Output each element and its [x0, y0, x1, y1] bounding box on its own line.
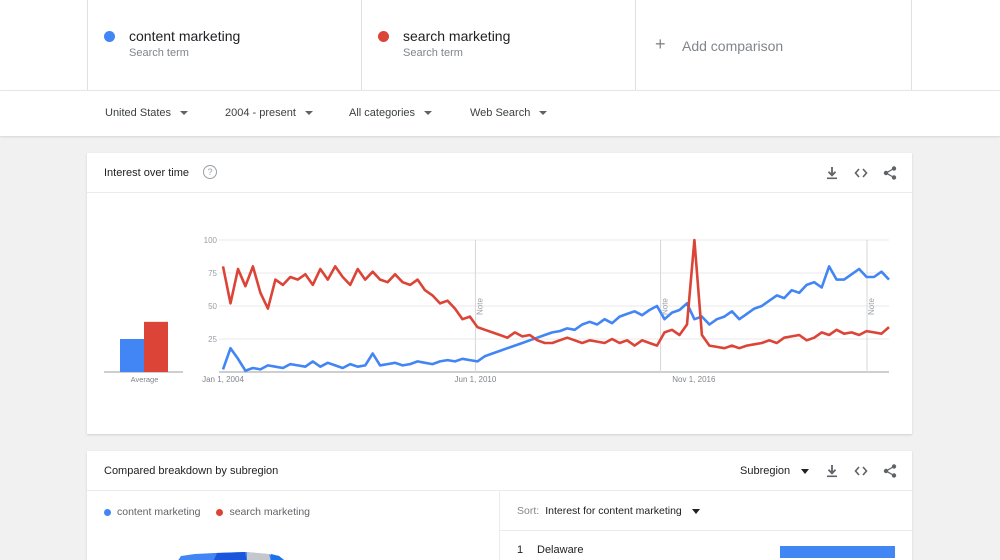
- download-icon[interactable]: [824, 463, 840, 479]
- note-label: Note: [661, 298, 670, 315]
- interest-bar: [780, 546, 895, 558]
- add-comparison-button[interactable]: + Add comparison: [635, 0, 912, 90]
- legend-label: content marketing: [117, 506, 201, 518]
- interest-over-time-card: Interest over time ? Average 100 75 50 25 No…: [87, 153, 912, 434]
- chevron-down-icon: [180, 111, 189, 115]
- plus-icon: +: [655, 34, 666, 54]
- term-name[interactable]: content marketing: [129, 28, 241, 44]
- filter-label: Web Search: [470, 107, 531, 119]
- x-tick-label: Jun 1, 2010: [455, 375, 497, 384]
- average-label: Average: [131, 375, 159, 384]
- note-label: Note: [475, 298, 484, 315]
- y-tick-label: 25: [208, 335, 217, 344]
- embed-icon[interactable]: [853, 463, 869, 479]
- row-divider: [499, 530, 912, 531]
- search-term-1[interactable]: content marketing Search term: [87, 0, 362, 90]
- legend-dot: [104, 508, 111, 516]
- y-tick-label: 100: [204, 236, 218, 245]
- chevron-down-icon: [691, 508, 700, 514]
- table-row[interactable]: 1 Delaware: [517, 544, 583, 556]
- series-line-2: [221, 238, 890, 350]
- breakdown-legend: content marketing search marketing: [104, 506, 326, 518]
- card-header: Compared breakdown by subregion Subregio…: [87, 451, 912, 491]
- note-label: Note: [867, 298, 876, 315]
- legend-item: search marketing: [216, 506, 310, 518]
- sort-control[interactable]: Sort: Interest for content marketing: [517, 505, 700, 517]
- x-tick-label: Jan 1, 2004: [202, 375, 244, 384]
- subregion-select[interactable]: Subregion: [740, 465, 810, 477]
- help-icon[interactable]: ?: [203, 165, 217, 179]
- y-tick-label: 50: [208, 302, 217, 311]
- sort-value: Interest for content marketing: [545, 505, 682, 517]
- legend-label: search marketing: [229, 506, 311, 518]
- compare-bar: content marketing Search term search mar…: [0, 0, 1000, 90]
- sort-label: Sort:: [517, 505, 540, 517]
- card-title: Compared breakdown by subregion: [104, 465, 279, 477]
- term-color-dot: [378, 31, 389, 42]
- chevron-down-icon: [424, 111, 433, 115]
- card-title: Interest over time: [104, 167, 189, 179]
- us-map[interactable]: [175, 548, 315, 560]
- chevron-down-icon: [801, 468, 810, 474]
- add-comparison-label: Add comparison: [682, 38, 784, 54]
- filter-label: All categories: [349, 107, 416, 119]
- embed-icon[interactable]: [853, 165, 869, 181]
- average-bar-1: [120, 339, 144, 372]
- legend-item: content marketing: [104, 506, 200, 518]
- filter-label: United States: [105, 107, 172, 119]
- download-icon[interactable]: [824, 165, 840, 181]
- term-color-dot: [104, 31, 115, 42]
- category-filter[interactable]: All categories: [349, 107, 433, 119]
- y-tick-label: 75: [208, 269, 217, 278]
- column-divider: [499, 491, 500, 560]
- x-tick-label: Nov 1, 2016: [672, 375, 716, 384]
- search-term-2[interactable]: search marketing Search term: [361, 0, 636, 90]
- chevron-down-icon: [539, 111, 548, 115]
- term-type: Search term: [403, 47, 463, 59]
- chevron-down-icon: [304, 111, 313, 115]
- region-filter[interactable]: United States: [105, 107, 189, 119]
- series-line-1: [221, 265, 890, 372]
- share-icon[interactable]: [882, 165, 898, 181]
- term-name[interactable]: search marketing: [403, 28, 511, 44]
- average-bar-2: [144, 321, 168, 372]
- subregion-label: Subregion: [740, 465, 791, 477]
- term-type: Search term: [129, 47, 189, 59]
- filter-label: 2004 - present: [225, 107, 296, 119]
- subregion-breakdown-card: Compared breakdown by subregion Subregio…: [87, 451, 912, 560]
- filter-bar: United States 2004 - present All categor…: [0, 90, 1000, 136]
- legend-dot: [216, 508, 224, 516]
- region-name: Delaware: [537, 544, 584, 556]
- time-filter[interactable]: 2004 - present: [225, 107, 313, 119]
- interest-chart: Average 100 75 50 25 Note Note Note Jan 1, 2004…: [104, 236, 890, 384]
- rank-number: 1: [517, 544, 524, 556]
- share-icon[interactable]: [882, 463, 898, 479]
- search-type-filter[interactable]: Web Search: [470, 107, 548, 119]
- card-header: Interest over time ?: [87, 153, 912, 193]
